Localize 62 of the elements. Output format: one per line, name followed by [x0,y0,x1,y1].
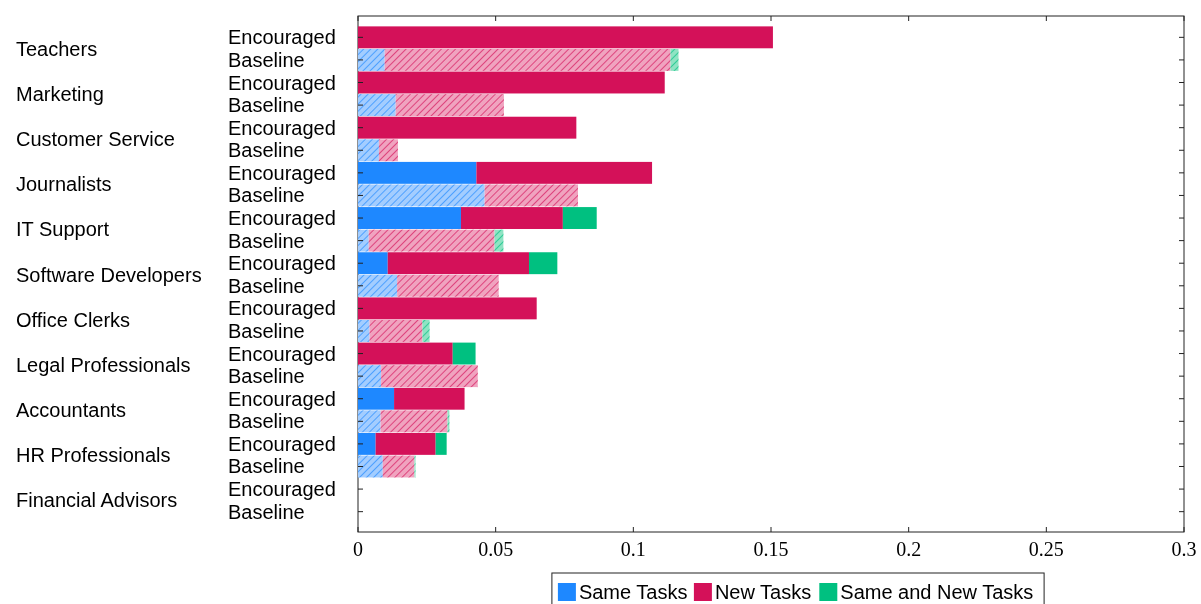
bar [394,387,465,410]
text: Legal Professionals [16,353,191,376]
bar [460,207,563,229]
y-tick-label: Baseline [228,139,305,162]
y-tick-label: Baseline [228,274,305,297]
y-tick-label: Encouraged [228,297,336,320]
x-tick-label: 0.15 [753,538,789,560]
legend-label: New Tasks [714,581,812,603]
x-tick-label: 0.2 [896,538,922,560]
bar [358,297,537,320]
y-tick-label: Baseline [228,229,305,252]
text: IT Support [16,218,110,241]
x-tick-label: 0.05 [478,538,514,560]
text: Customer Service [16,127,175,150]
y-tick-label: Baseline [228,365,305,388]
text: Software Developers [16,263,202,286]
bar [562,207,597,229]
y-tick-label: Encouraged [228,71,336,94]
y-tick-label: Encouraged [228,342,336,365]
y-tick-label: Encouraged [228,252,336,275]
text: Marketing [16,82,104,105]
y-tick-label: Baseline [228,94,305,117]
x-tick-label: 0.1 [620,538,646,560]
bar [375,432,436,455]
y-tick-label: Encouraged [228,26,336,49]
y-tick-label: Encouraged [228,387,336,410]
bar [358,387,395,410]
bar [358,161,477,184]
bar [358,207,461,229]
y-tick-label: Encouraged [228,161,336,184]
y-tick-label: Baseline [228,410,305,433]
y-tick-label: Baseline [228,319,305,342]
bar [358,71,665,94]
y-tick-label: Encouraged [228,116,336,139]
bar [476,161,653,184]
legend-label: Same Tasks [578,581,688,603]
text: Journalists [16,173,112,196]
bar [387,252,529,275]
text: Financial Advisors [16,489,178,512]
bar [358,342,453,365]
x-tick-label: 0.25 [1028,538,1064,560]
bar [528,252,558,275]
bar [452,342,476,365]
y-tick-label: Baseline [228,500,305,523]
y-tick-label: Baseline [228,455,305,478]
y-tick-label: Baseline [228,184,305,207]
y-tick-label: Encouraged [228,478,336,501]
y-tick-label: Encouraged [228,207,336,230]
x-tick-label: 0.3 [1171,538,1197,560]
y-tick-label: Baseline [228,48,305,71]
y-tick-label: Encouraged [228,432,336,455]
bar [358,26,773,49]
legend-label: Same and New Tasks [840,581,1034,603]
bar [358,116,577,139]
text: HR Professionals [16,444,171,467]
text: Accountants [16,399,127,422]
x-tick-label: 0 [353,538,363,560]
bar [358,252,388,275]
text: Office Clerks [16,308,131,331]
bar [358,432,376,455]
text: Teachers [16,37,98,60]
bar [435,432,447,455]
